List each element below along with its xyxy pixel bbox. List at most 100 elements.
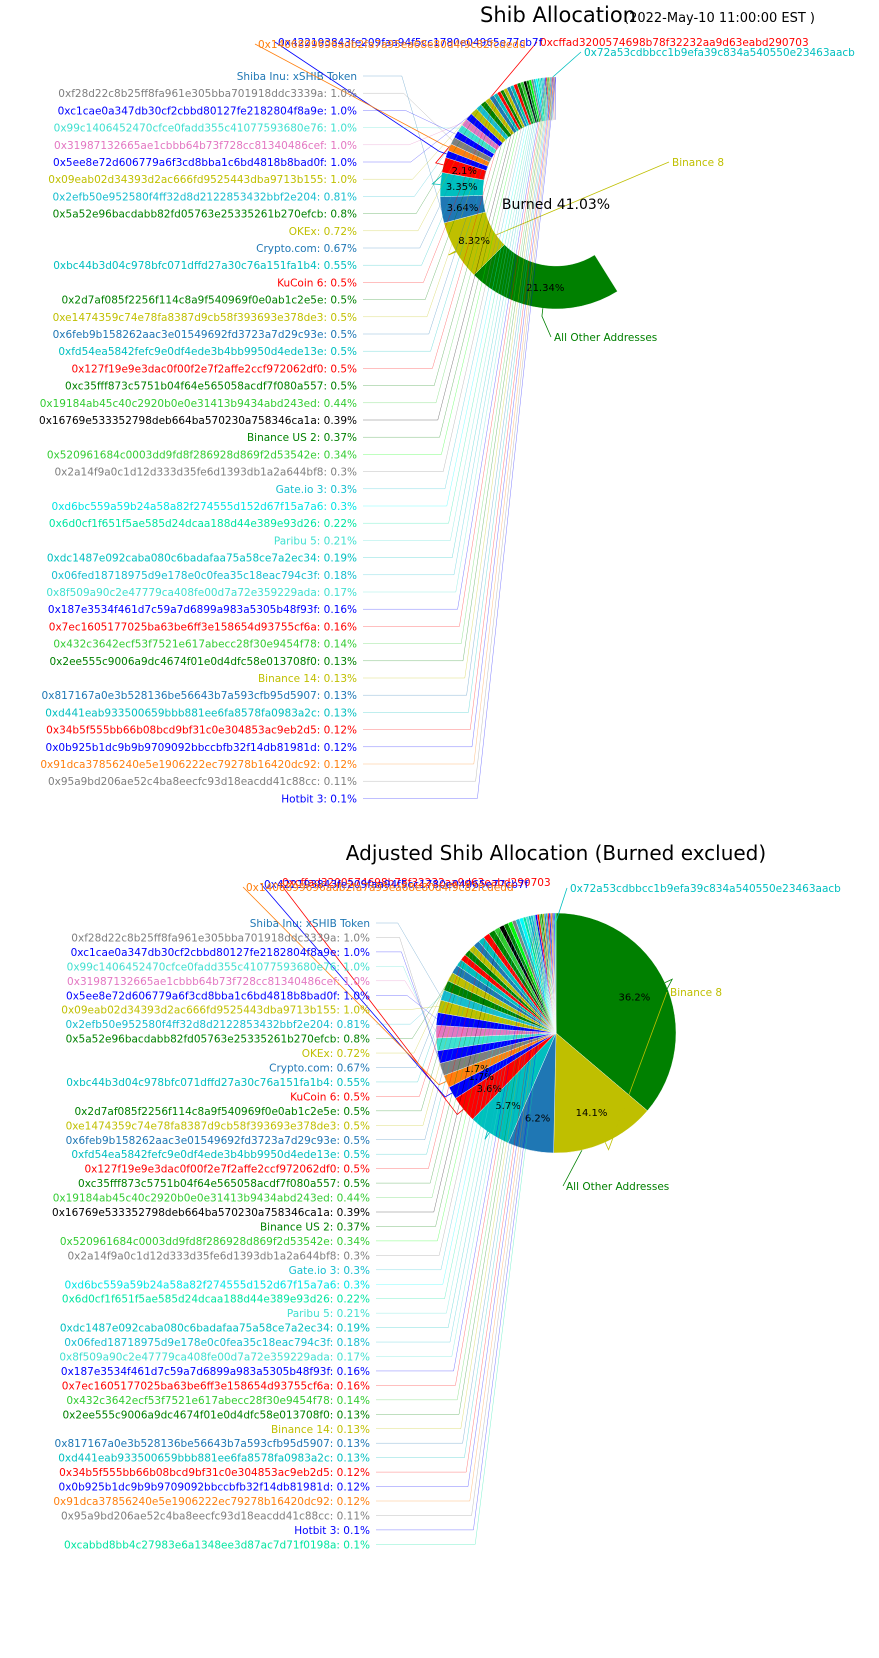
leader-line-binance-us-2 xyxy=(376,923,507,1227)
leader-line-0xd6bc559a59b24a58a82f274555d152d67f15a7 xyxy=(376,918,522,1285)
leader-line-0x127f19e9e3dac0f00f2e7f2affe2ccf972062d xyxy=(376,935,487,1169)
leader-line-okex xyxy=(363,99,488,232)
slice-label-0xc35fff873c5751b04f64e565058acdf7f080a5: 0xc35fff873c5751b04f64e565058acdf7f080a5… xyxy=(78,1178,370,1190)
leader-line-0xd441eab933500659bbb881ee6fa8578fa0983a xyxy=(363,77,552,713)
leader-line-0xcffad3200574698b78f32232aa9d63eabd2907 xyxy=(278,881,464,1116)
slice-label-0x5ee8e72d606779a6f3cd8bba1c6bd4818b8bad: 0x5ee8e72d606779a6f3cd8bba1c6bd4818b8bad… xyxy=(66,990,370,1002)
leader-line-0x5a52e96bacdabb82fd05763e25335261b270ef xyxy=(376,985,447,1039)
leader-line-0x2efb50e952580f4ff32d8d2122853432bbf2e2 xyxy=(376,994,443,1025)
leader-line-0xe1474359c74e78fa8387d9cb58f393693e378d xyxy=(376,947,472,1126)
slice-label-0x34b5f555bb66b08bcd9bf31c0e304853ac9eb2: 0x34b5f555bb66b08bcd9bf31c0e304853ac9eb2… xyxy=(46,725,357,737)
slice-label-paribu-5: Paribu 5: 0.21% xyxy=(274,535,357,547)
slice-label-0xe1474359c74e78fa8387d9cb58f393693e378d: 0xe1474359c74e78fa8387d9cb58f393693e378d… xyxy=(66,1120,370,1132)
slice-label-hotbit-3: Hotbit 3: 0.1% xyxy=(294,1525,370,1537)
leader-line-binance-14 xyxy=(363,77,550,679)
slice-label-kucoin-6: KuCoin 6: 0.5% xyxy=(290,1091,370,1103)
leader-line-hotbit-3 xyxy=(363,76,556,799)
leader-line-0x19184ab45c40c2920b0e0e31413b9434abd243 xyxy=(363,82,523,404)
leader-line-0x0b925b1dc9b9b9709092bbccbfb32f14db8198 xyxy=(363,77,554,748)
leader-line-0xd6bc559a59b24a58a82f274555d152d67f15a7 xyxy=(363,78,537,507)
slice-label-0x16769e533352798deb664ba570230a758346ca: 0x16769e533352798deb664ba570230a758346ca… xyxy=(39,415,357,427)
leader-line-hotbit-3 xyxy=(376,912,555,1531)
leader-line-crypto-com xyxy=(376,968,455,1068)
slice-label-all-other-addresses: All Other Addresses xyxy=(566,1181,669,1193)
slice-label-0x72a53cdbbcc1b9efa39c834a540550e23463aa: 0x72a53cdbbcc1b9efa39c834a540550e23463aa… xyxy=(570,883,841,895)
slice-label-0x2a14f9a0c1d12d333d35fe6d1393db1a2a644b: 0x2a14f9a0c1d12d333d35fe6d1393db1a2a644b… xyxy=(68,1250,371,1262)
chart-title: Adjusted Shib Allocation (Burned exclued… xyxy=(346,841,766,865)
slice-label-0x5a52e96bacdabb82fd05763e25335261b270ef: 0x5a52e96bacdabb82fd05763e25335261b270ef… xyxy=(66,1034,370,1046)
leader-line-0x34b5f555bb66b08bcd9bf31c0e304853ac9eb2 xyxy=(376,913,549,1473)
leader-line-0x19184ab45c40c2920b0e0e31413b9434abd243 xyxy=(376,928,497,1198)
leader-line-0x34b5f555bb66b08bcd9bf31c0e304853ac9eb2 xyxy=(363,77,553,730)
slice-label-all-other-addresses: All Other Addresses xyxy=(554,332,657,344)
slice-label-0xcffad3200574698b78f32232aa9d63eabd2907: 0xcffad3200574698b78f32232aa9d63eabd2907… xyxy=(282,877,551,889)
slice-label-0x187e3534f461d7c59a7d6899a983a5305b48f9: 0x187e3534f461d7c59a7d6899a983a5305b48f9… xyxy=(61,1366,370,1378)
leader-line-0x09eab02d34393d2ac666fd9525443dba9713b1 xyxy=(363,110,474,180)
leader-line-0x422193843fe209faa94f5cc1780e04965e77cb xyxy=(260,883,453,1098)
slice-label-0x16769e533352798deb664ba570230a758346ca: 0x16769e533352798deb664ba570230a758346ca… xyxy=(52,1207,370,1219)
leader-line-0x5a52e96bacdabb82fd05763e25335261b270ef xyxy=(363,102,484,214)
leader-line-0xe1474359c74e78fa8387d9cb58f393693e378d xyxy=(363,88,506,318)
slice-all-other-addresses xyxy=(555,912,677,1112)
leader-line-binance-8 xyxy=(604,991,668,1151)
chart-subtitle: (2022-May-10 11:00:00 EST ) xyxy=(624,11,815,26)
slice-label-0x1406899696adb2fa7a95ea68e80d4f9c82fcde: 0x1406899696adb2fa7a95ea68e80d4f9c82fcde… xyxy=(258,39,526,51)
slice-label-0xbc44b3d04c978bfc071dffd27a30c76a151fa1: 0xbc44b3d04c978bfc071dffd27a30c76a151fa1… xyxy=(66,1077,370,1089)
slice-label-0xbc44b3d04c978bfc071dffd27a30c76a151fa1: 0xbc44b3d04c978bfc071dffd27a30c76a151fa1… xyxy=(53,260,357,272)
leader-line-0x432c3642ecf53f7521e617abecc28f30e9454f xyxy=(363,77,548,644)
leader-line-0xf28d22c8b25ff8fa961e305bba701918ddc333 xyxy=(363,92,453,141)
pie-marks: 36.2% All Other Addresses 14.1% Binance 8 6.… xyxy=(52,877,841,1551)
leader-line-0x06fed18718975d9e178e0c0fea35c18eac794c xyxy=(363,77,544,576)
leader-line-0x31987132665ae1cbbb64b73f728cc81340486c xyxy=(376,980,437,1032)
slice-label-0xc1cae0a347db30cf2cbbd80127fe2182804f8a: 0xc1cae0a347db30cf2cbbd80127fe2182804f8a… xyxy=(71,947,370,959)
slice-label-0xf28d22c8b25ff8fa961e305bba701918ddc333: 0xf28d22c8b25ff8fa961e305bba701918ddc333… xyxy=(58,88,357,100)
leader-line-0x817167a0e3b528136be56643b7a593cfb95d59 xyxy=(363,77,551,696)
leader-line-0x187e3534f461d7c59a7d6899a983a5305b48f9 xyxy=(376,914,537,1372)
leader-line-kucoin-6 xyxy=(363,92,499,283)
slice-label-0xe1474359c74e78fa8387d9cb58f393693e378d: 0xe1474359c74e78fa8387d9cb58f393693e378d… xyxy=(53,312,357,324)
pct-label-all-other-addresses: 36.2% xyxy=(619,993,651,1004)
leader-line-0x16769e533352798deb664ba570230a758346ca xyxy=(363,81,526,421)
slice-label-shiba-inu: Shiba Inu: xSHIB Token xyxy=(237,71,357,83)
slice-label-0x6d0cf1f651f5ae585d24dcaa188d44e389e93d: 0x6d0cf1f651f5ae585d24dcaa188d44e389e93d… xyxy=(62,1294,370,1306)
slice-label-0x187e3534f461d7c59a7d6899a983a5305b48f9: 0x187e3534f461d7c59a7d6899a983a5305b48f9… xyxy=(48,604,357,616)
slice-label-0x2efb50e952580f4ff32d8d2122853432bbf2e2: 0x2efb50e952580f4ff32d8d2122853432bbf2e2… xyxy=(65,1019,370,1031)
leader-line-0x520961684c0003dd9fd8f286928d869f2d5354 xyxy=(376,922,511,1242)
leader-line-0x1406899696adb2fa7a95ea68e80d4f9c82fcde xyxy=(242,886,447,1086)
slice-label-0x2efb50e952580f4ff32d8d2122853432bbf2e2: 0x2efb50e952580f4ff32d8d2122853432bbf2e2… xyxy=(52,191,357,203)
leader-line-0x432c3642ecf53f7521e617abecc28f30e9454f xyxy=(376,914,541,1401)
leader-line-0x6feb9b158262aac3e01549692fd3723a7d29c9 xyxy=(376,943,477,1140)
slice-label-0x6feb9b158262aac3e01549692fd3723a7d29c9: 0x6feb9b158262aac3e01549692fd3723a7d29c9… xyxy=(66,1135,370,1147)
leader-line-0xbc44b3d04c978bfc071dffd27a30c76a151fa1 xyxy=(376,962,460,1083)
leader-line-0xfd54ea5842fefc9e0df4ede3b4bb9950d4ede1 xyxy=(376,939,482,1155)
leader-line-0x2a14f9a0c1d12d333d35fe6d1393db1a2a644b xyxy=(376,920,515,1256)
slice-label-0x06fed18718975d9e178e0c0fea35c18eac794c: 0x06fed18718975d9e178e0c0fea35c18eac794c… xyxy=(64,1337,370,1349)
slice-label-0xc35fff873c5751b04f64e565058acdf7f080a5: 0xc35fff873c5751b04f64e565058acdf7f080a5… xyxy=(65,381,357,393)
slice-hotbit-3 xyxy=(555,76,557,121)
leader-line-0x187e3534f461d7c59a7d6899a983a5305b48f9 xyxy=(363,77,546,610)
leader-line-0xdc1487e092caba080c6badafaa75a58ce7a2ec xyxy=(376,915,530,1328)
pct-label-shiba-inu: 6.2% xyxy=(525,1113,550,1124)
leader-line-paribu-5 xyxy=(376,916,528,1314)
leader-line-0x2ee555c9006a9dc4674f01e0d4dfc58e013708 xyxy=(376,913,542,1415)
leader-line-0x95a9bd206ae52c4ba8eecfc93d18eacdd41c88 xyxy=(363,76,556,782)
slice-label-0x09eab02d34393d2ac666fd9525443dba9713b1: 0x09eab02d34393d2ac666fd9525443dba9713b1… xyxy=(48,174,357,186)
leader-line-0xcffad3200574698b78f32232aa9d63eabd2907 xyxy=(434,41,538,166)
slice-label-0x8f509a90c2e47779ca408fe00d7a72e359229a: 0x8f509a90c2e47779ca408fe00d7a72e359229a… xyxy=(46,587,357,599)
slice-label-0xfd54ea5842fefc9e0df4ede3b4bb9950d4ede1: 0xfd54ea5842fefc9e0df4ede3b4bb9950d4ede1… xyxy=(58,346,357,358)
slice-label-0x95a9bd206ae52c4ba8eecfc93d18eacdd41c88: 0x95a9bd206ae52c4ba8eecfc93d18eacdd41c88… xyxy=(61,1510,370,1522)
chart-title: Shib Allocation xyxy=(480,3,636,27)
leader-line-0x31987132665ae1cbbb64b73f728cc81340486c xyxy=(363,121,465,146)
slice-label-0x127f19e9e3dac0f00f2e7f2affe2ccf972062d: 0x127f19e9e3dac0f00f2e7f2affe2ccf972062d… xyxy=(84,1164,370,1176)
leader-line-0x5ee8e72d606779a6f3cd8bba1c6bd4818b8bad xyxy=(376,995,437,1020)
slice-label-0x5ee8e72d606779a6f3cd8bba1c6bd4818b8bad: 0x5ee8e72d606779a6f3cd8bba1c6bd4818b8bad… xyxy=(53,157,357,169)
leader-line-gate-io-3 xyxy=(376,919,518,1271)
slice-label-0xcffad3200574698b78f32232aa9d63eabd2907: 0xcffad3200574698b78f32232aa9d63eabd2907… xyxy=(540,37,809,49)
slice-label-0x6d0cf1f651f5ae585d24dcaa188d44e389e93d: 0x6d0cf1f651f5ae585d24dcaa188d44e389e93d… xyxy=(49,518,357,530)
slice-label-0x6feb9b158262aac3e01549692fd3723a7d29c9: 0x6feb9b158262aac3e01549692fd3723a7d29c9… xyxy=(53,329,357,341)
slice-label-0x95a9bd206ae52c4ba8eecfc93d18eacdd41c88: 0x95a9bd206ae52c4ba8eecfc93d18eacdd41c88… xyxy=(48,776,357,788)
leader-line-0xd441eab933500659bbb881ee6fa8578fa0983a xyxy=(376,913,547,1458)
leader-line-0xc1cae0a347db30cf2cbbd80127fe2182804f8a xyxy=(376,951,439,1058)
shib-allocation-chart: Shib Allocation (2022-May-10 11:00:00 ES… xyxy=(39,3,855,805)
slice-label-0x19184ab45c40c2920b0e0e31413b9434abd243: 0x19184ab45c40c2920b0e0e31413b9434abd243… xyxy=(53,1193,370,1205)
